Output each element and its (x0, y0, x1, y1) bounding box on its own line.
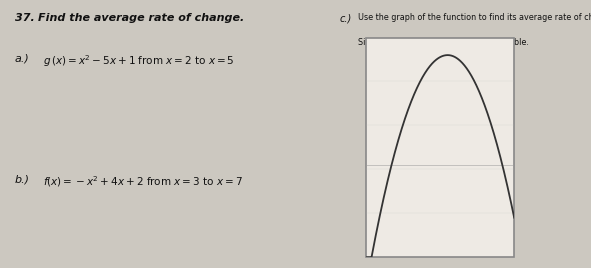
Text: $g\,(x)=x^2-5x+1$ from $x=2$ to $x=5$: $g\,(x)=x^2-5x+1$ from $x=2$ to $x=5$ (43, 54, 234, 69)
Text: a.): a.) (15, 54, 30, 64)
Text: c.): c.) (340, 13, 352, 23)
Text: Use the graph of the function to find its average rate of change from x = −5 to : Use the graph of the function to find it… (358, 13, 591, 23)
Text: Find the average rate of change.: Find the average rate of change. (38, 13, 245, 23)
Text: 37.: 37. (15, 13, 38, 23)
Bar (366, 38, 514, 257)
Text: $f(x)=-x^2+4x+2$ from $x=3$ to $x=7$: $f(x)=-x^2+4x+2$ from $x=3$ to $x=7$ (43, 174, 242, 189)
Text: Simplify your answer as much as possible.: Simplify your answer as much as possible… (358, 38, 528, 47)
Text: b.): b.) (15, 174, 30, 184)
